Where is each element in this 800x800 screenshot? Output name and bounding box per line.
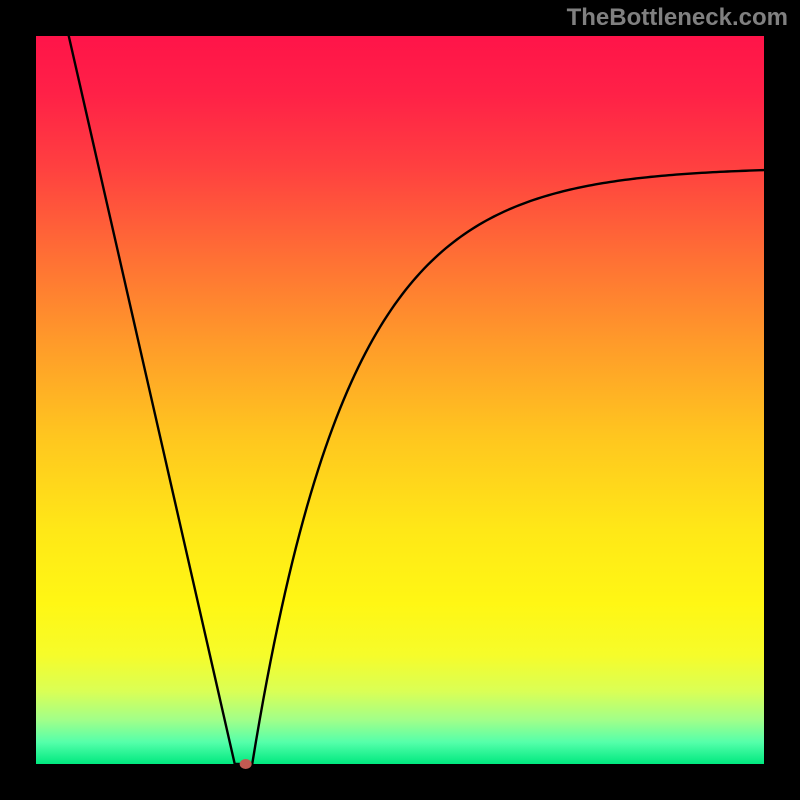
optimum-marker xyxy=(240,759,252,769)
plot-area xyxy=(36,36,764,764)
chart-svg xyxy=(0,0,800,800)
chart-frame: TheBottleneck.com xyxy=(0,0,800,800)
watermark-text: TheBottleneck.com xyxy=(567,4,788,32)
